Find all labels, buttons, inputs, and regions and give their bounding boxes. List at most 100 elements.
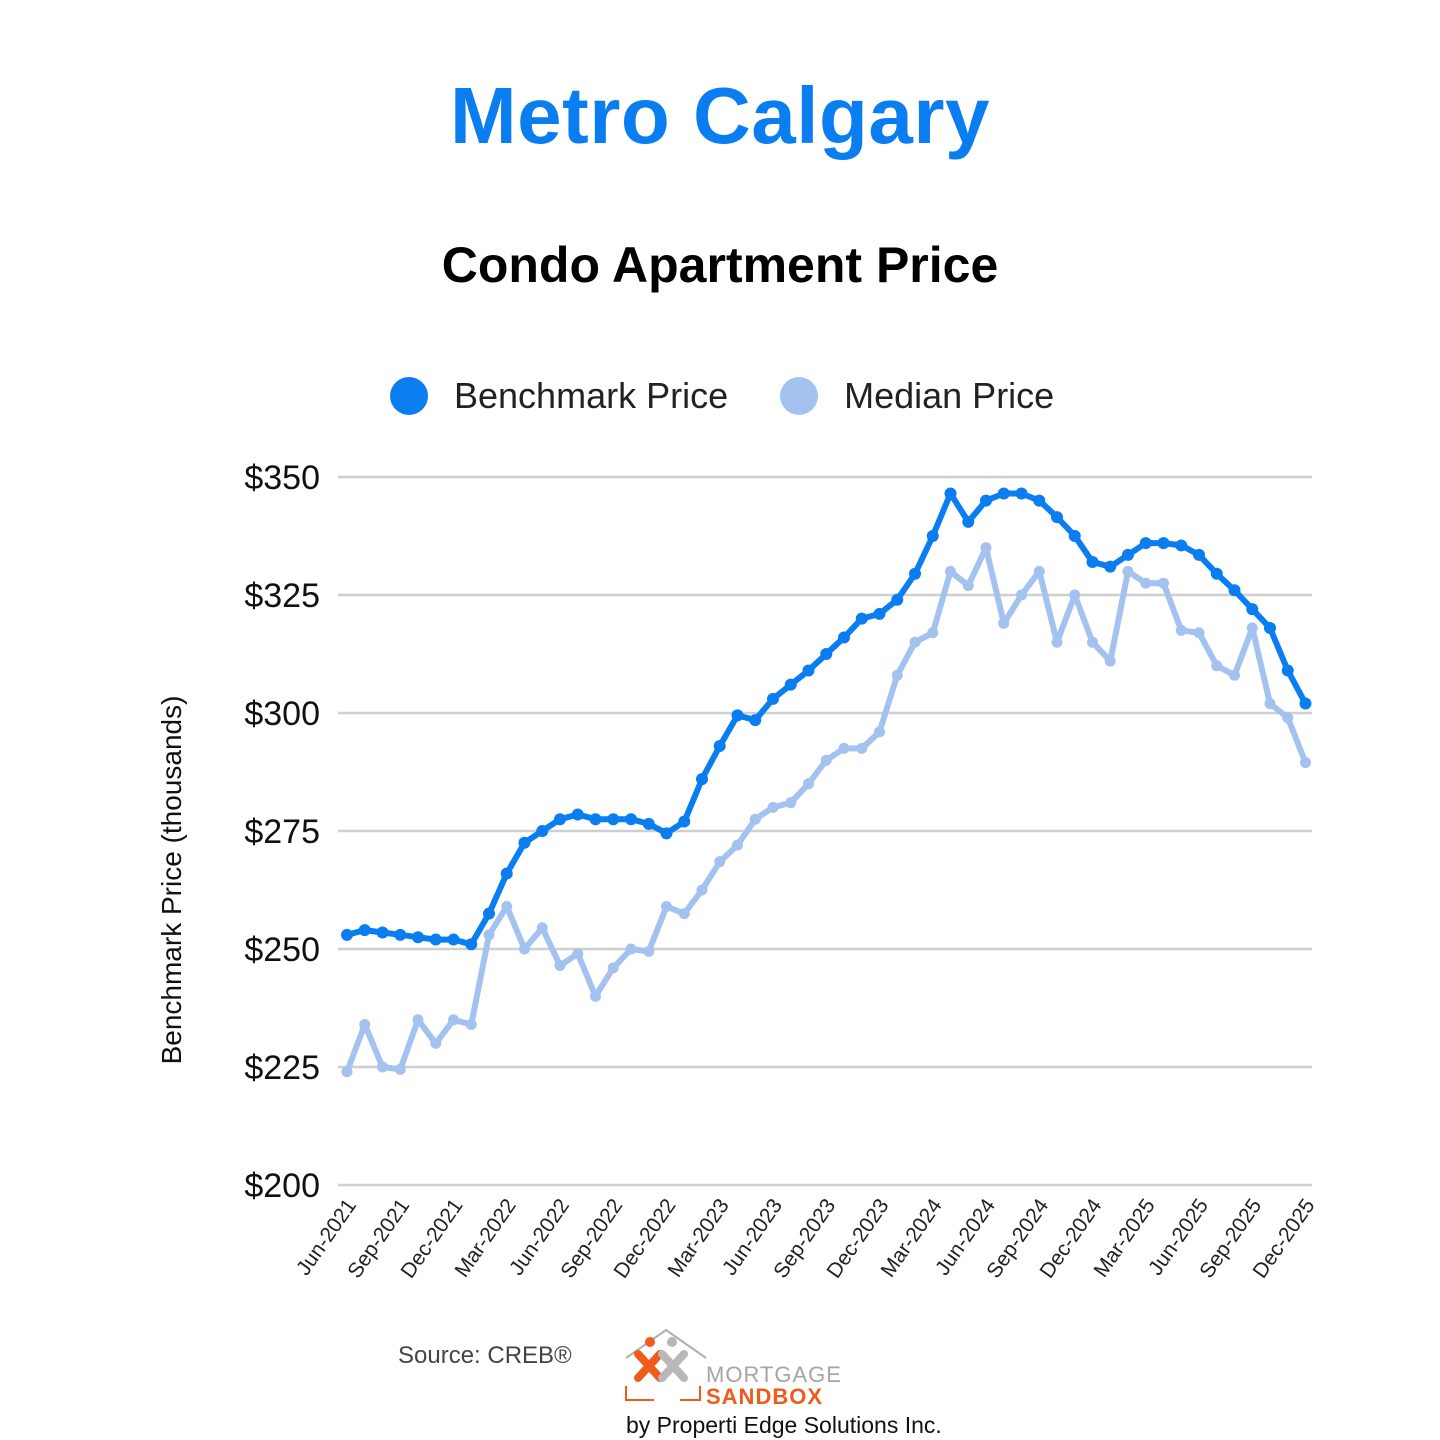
data-point[interactable] <box>1246 622 1258 634</box>
data-point[interactable] <box>1104 655 1116 667</box>
data-point[interactable] <box>678 908 690 920</box>
data-point[interactable] <box>820 754 832 766</box>
data-point[interactable] <box>1300 757 1311 769</box>
data-point[interactable] <box>1051 511 1063 524</box>
data-point[interactable] <box>1211 660 1223 672</box>
data-point[interactable] <box>696 884 708 896</box>
data-point[interactable] <box>874 726 885 738</box>
data-point[interactable] <box>838 631 850 644</box>
data-point[interactable] <box>1175 539 1188 552</box>
data-point[interactable] <box>518 836 531 849</box>
data-point[interactable] <box>1264 622 1276 635</box>
data-point[interactable] <box>873 607 886 620</box>
data-point[interactable] <box>589 813 602 826</box>
data-point[interactable] <box>997 487 1010 500</box>
data-point[interactable] <box>838 742 850 754</box>
data-point[interactable] <box>1158 577 1169 589</box>
data-point[interactable] <box>891 593 904 606</box>
data-point[interactable] <box>714 856 726 868</box>
data-point[interactable] <box>590 990 601 1002</box>
data-point[interactable] <box>1015 487 1028 500</box>
data-point[interactable] <box>1210 567 1223 580</box>
data-point[interactable] <box>1104 560 1117 573</box>
data-point[interactable] <box>447 933 460 946</box>
data-point[interactable] <box>1068 530 1081 542</box>
data-point[interactable] <box>412 931 424 944</box>
data-point[interactable] <box>767 801 779 813</box>
data-point[interactable] <box>1139 537 1152 550</box>
data-point[interactable] <box>696 773 708 786</box>
data-point[interactable] <box>732 839 743 851</box>
data-point[interactable] <box>820 648 833 660</box>
data-point[interactable] <box>713 740 726 753</box>
data-point[interactable] <box>483 907 495 920</box>
data-point[interactable] <box>341 928 353 941</box>
data-point[interactable] <box>429 933 442 946</box>
data-point[interactable] <box>803 778 814 790</box>
data-point[interactable] <box>465 1019 477 1031</box>
data-point[interactable] <box>944 487 957 500</box>
data-point[interactable] <box>855 612 868 625</box>
data-point[interactable] <box>661 901 672 913</box>
data-point[interactable] <box>1033 565 1045 577</box>
data-point[interactable] <box>945 565 956 577</box>
data-point[interactable] <box>980 542 992 554</box>
data-point[interactable] <box>412 1014 424 1026</box>
data-point[interactable] <box>376 926 389 939</box>
data-point[interactable] <box>1281 664 1294 677</box>
data-point[interactable] <box>572 948 584 960</box>
data-point[interactable] <box>1193 548 1205 561</box>
data-point[interactable] <box>643 945 655 957</box>
data-point[interactable] <box>519 943 530 955</box>
data-point[interactable] <box>607 962 619 974</box>
legend-item-benchmark[interactable]: Benchmark Price <box>390 375 728 417</box>
data-point[interactable] <box>1175 624 1187 636</box>
data-point[interactable] <box>625 813 637 826</box>
data-point[interactable] <box>377 1061 388 1073</box>
data-point[interactable] <box>1087 636 1098 648</box>
data-point[interactable] <box>394 928 407 941</box>
data-point[interactable] <box>785 797 797 809</box>
data-point[interactable] <box>767 692 779 705</box>
data-point[interactable] <box>1122 548 1134 561</box>
data-point[interactable] <box>980 494 992 507</box>
data-point[interactable] <box>962 580 974 592</box>
data-point[interactable] <box>358 924 371 937</box>
data-point[interactable] <box>359 1019 371 1031</box>
data-point[interactable] <box>660 827 673 840</box>
data-point[interactable] <box>1016 589 1027 601</box>
data-point[interactable] <box>731 709 744 722</box>
data-point[interactable] <box>909 567 921 580</box>
data-point[interactable] <box>962 515 975 528</box>
data-point[interactable] <box>625 943 637 955</box>
data-point[interactable] <box>642 817 655 830</box>
data-point[interactable] <box>448 1014 459 1026</box>
data-point[interactable] <box>1033 494 1046 507</box>
data-point[interactable] <box>465 938 478 951</box>
data-point[interactable] <box>1122 565 1134 577</box>
data-point[interactable] <box>1246 603 1259 616</box>
data-point[interactable] <box>927 627 939 639</box>
data-point[interactable] <box>1157 537 1170 550</box>
data-point[interactable] <box>1193 627 1205 639</box>
data-point[interactable] <box>784 678 797 691</box>
data-point[interactable] <box>341 1066 353 1078</box>
data-point[interactable] <box>501 901 513 913</box>
data-point[interactable] <box>749 813 761 825</box>
data-point[interactable] <box>1299 697 1312 710</box>
data-point[interactable] <box>678 815 691 828</box>
data-point[interactable] <box>571 808 584 821</box>
data-point[interactable] <box>554 813 566 826</box>
data-point[interactable] <box>1051 636 1063 648</box>
data-point[interactable] <box>749 714 762 727</box>
data-point[interactable] <box>536 825 549 837</box>
data-point[interactable] <box>554 960 566 972</box>
data-point[interactable] <box>909 636 921 648</box>
data-point[interactable] <box>394 1063 406 1075</box>
data-point[interactable] <box>500 867 513 880</box>
data-point[interactable] <box>856 742 868 754</box>
data-point[interactable] <box>998 617 1010 629</box>
data-point[interactable] <box>1264 698 1276 710</box>
data-point[interactable] <box>1140 577 1152 589</box>
data-point[interactable] <box>483 929 495 941</box>
